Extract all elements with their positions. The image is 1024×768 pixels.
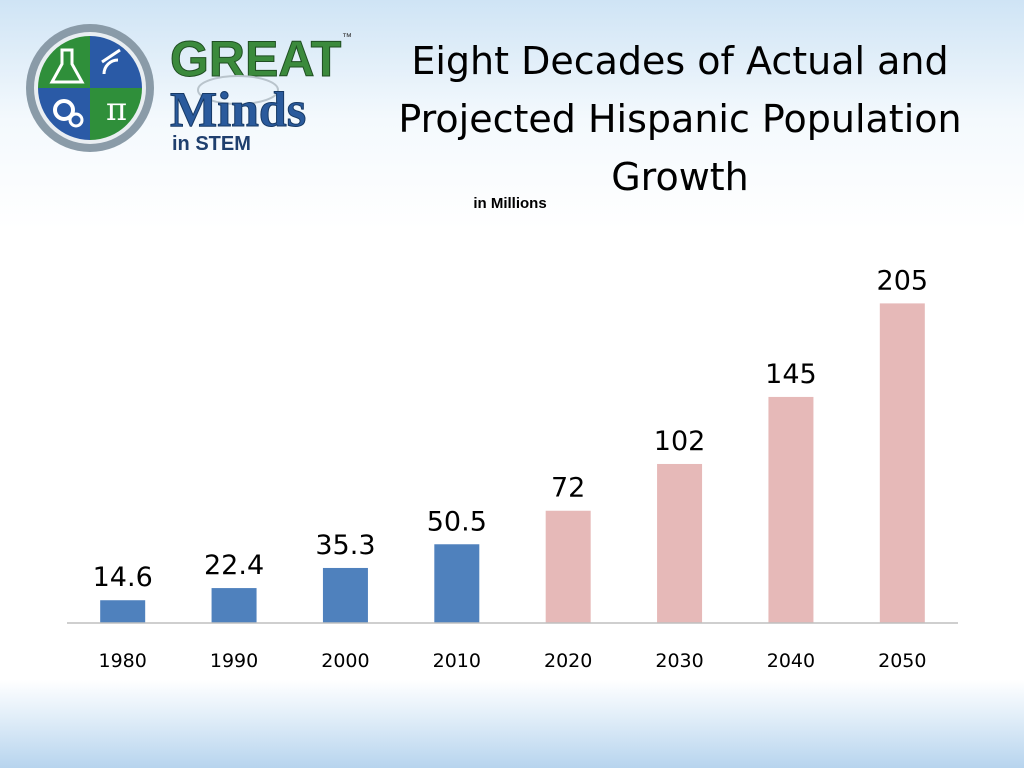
bar-2000 <box>322 567 368 623</box>
bar-2040 <box>768 396 814 623</box>
bars-group <box>100 303 925 623</box>
pi-icon: π <box>106 90 127 128</box>
gears-icon-small <box>68 112 84 128</box>
value-label-2020: 72 <box>551 473 585 504</box>
gears-icon <box>53 99 75 121</box>
great-minds-in-stem-logo: π GREAT ™ Minds in STEM <box>26 24 352 155</box>
value-label-2010: 50.5 <box>427 506 487 537</box>
value-label-2050: 205 <box>877 265 929 296</box>
value-label-1990: 22.4 <box>204 550 264 581</box>
value-label-2040: 145 <box>765 359 817 390</box>
page-title: Eight Decades of Actual and Projected Hi… <box>398 39 962 199</box>
bar-2030 <box>657 463 703 623</box>
value-label-1980: 14.6 <box>93 562 153 593</box>
flask-icon <box>49 48 85 84</box>
x-tick-label-2020: 2020 <box>544 650 592 672</box>
satellite-dish-icon <box>101 48 121 75</box>
atom-orbit-icon <box>197 75 279 105</box>
bar-2050 <box>879 303 925 623</box>
bar-2020 <box>545 510 591 623</box>
value-label-2000: 35.3 <box>315 530 375 561</box>
x-tick-label-2010: 2010 <box>433 650 481 672</box>
x-tick-label-2040: 2040 <box>767 650 815 672</box>
logo-text-stem: in STEM <box>172 133 251 155</box>
x-tick-label-2050: 2050 <box>878 650 926 672</box>
x-tick-label-2000: 2000 <box>321 650 369 672</box>
x-tick-label-1990: 1990 <box>210 650 258 672</box>
unit-label: in Millions <box>473 195 547 212</box>
logo-text-minds: Minds <box>170 81 306 137</box>
logo-text-great: GREAT <box>170 31 341 87</box>
bar-1990 <box>211 588 257 623</box>
value-labels-group: 14.6 22.4 35.3 50.5 72 102 145 205 <box>93 265 928 593</box>
bar-2010 <box>434 544 480 623</box>
value-label-2030: 102 <box>654 426 706 457</box>
logo-trademark: ™ <box>342 32 352 43</box>
bar-1980 <box>100 600 146 623</box>
x-tick-label-1980: 1980 <box>99 650 147 672</box>
x-tick-label-2030: 2030 <box>655 650 703 672</box>
logo-quadrant-blue <box>90 36 142 88</box>
logo-quadrant-green-2 <box>90 88 142 140</box>
x-tick-labels-group: 1980 1990 2000 2010 2020 2030 2040 2050 <box>99 650 927 672</box>
